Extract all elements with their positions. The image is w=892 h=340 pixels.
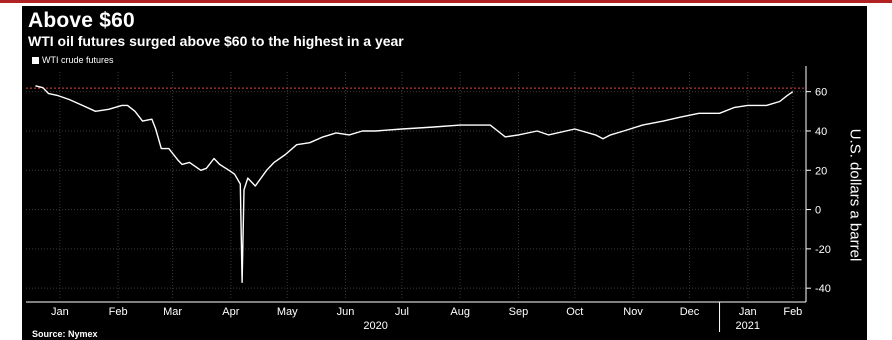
legend-label: WTI crude futures bbox=[42, 55, 114, 65]
y-tick-label: 60 bbox=[815, 87, 827, 99]
x-tick-label: May bbox=[277, 306, 298, 318]
series-line-wti bbox=[35, 85, 794, 283]
x-tick-label: Jan bbox=[51, 306, 69, 318]
x-tick-label: Jan bbox=[739, 306, 757, 318]
chart-panel: Above $60 WTI oil futures surged above $… bbox=[22, 6, 867, 340]
y-tick-label: -20 bbox=[815, 244, 831, 256]
x-tick-label: Jun bbox=[337, 306, 355, 318]
x-tick-label: Mar bbox=[163, 306, 182, 318]
chart-legend: WTI crude futures bbox=[32, 55, 114, 65]
y-tick-label: -40 bbox=[815, 283, 831, 295]
year-label: 2021 bbox=[735, 320, 759, 332]
top-accent-rule bbox=[0, 0, 892, 3]
source-note: Source: Nymex bbox=[32, 329, 98, 339]
chart-plot: -40 -20 0 20 40 60 Jan Feb Mar Apr May Jun Jul Aug Sep… bbox=[26, 66, 831, 332]
legend-swatch bbox=[32, 56, 39, 64]
y-tick-label: 0 bbox=[815, 205, 821, 217]
chart-title: Above $60 bbox=[28, 9, 135, 32]
year-label: 2020 bbox=[363, 320, 387, 332]
y-tick-label: 20 bbox=[815, 165, 827, 177]
x-tick-label: Jul bbox=[395, 306, 409, 318]
x-tick-label: Feb bbox=[109, 306, 128, 318]
x-tick-label: Dec bbox=[680, 306, 700, 318]
x-tick-label: Feb bbox=[783, 306, 802, 318]
y-axis-label: U.S. dollars a barrel bbox=[846, 128, 864, 262]
x-tick-label: Sep bbox=[509, 306, 529, 318]
y-tick-label: 40 bbox=[815, 126, 827, 138]
x-tick-label: Aug bbox=[450, 306, 470, 318]
x-tick-label: Nov bbox=[623, 306, 643, 318]
x-tick-label: Apr bbox=[222, 306, 239, 318]
chart-subtitle: WTI oil futures surged above $60 to the … bbox=[28, 33, 404, 49]
x-tick-label: Oct bbox=[566, 306, 583, 318]
